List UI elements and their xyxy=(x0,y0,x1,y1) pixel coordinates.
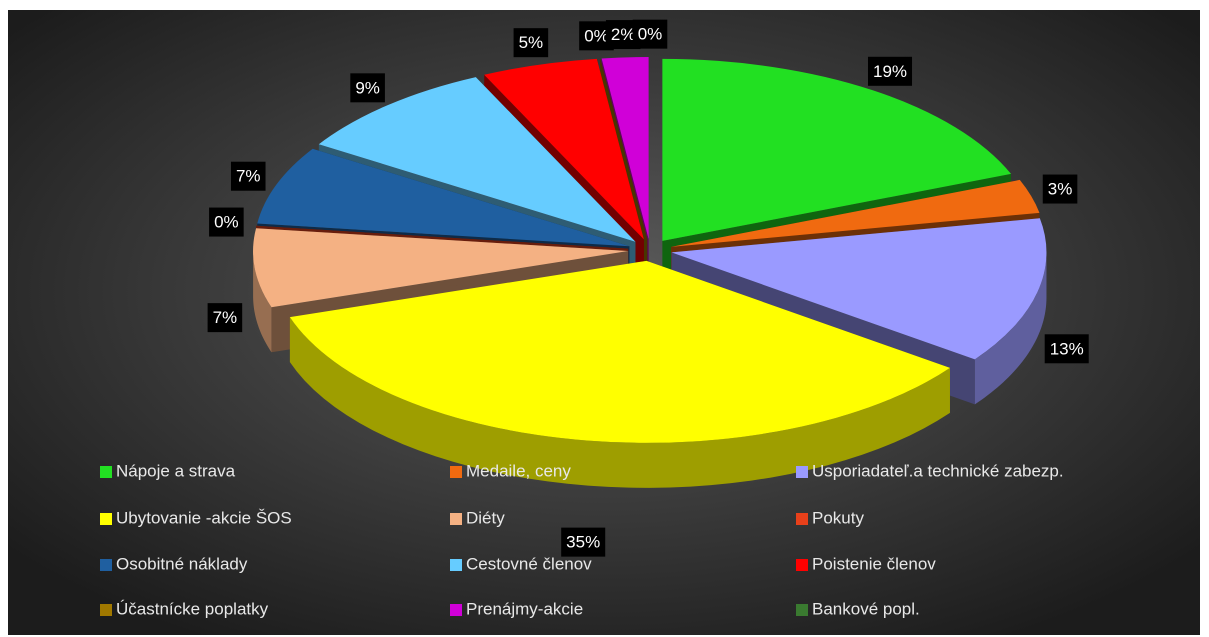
legend-swatch xyxy=(100,513,112,525)
legend-swatch xyxy=(100,604,112,616)
slice-top xyxy=(600,58,648,240)
legend-swatch xyxy=(100,559,112,571)
legend-swatch xyxy=(450,559,462,571)
data-label: 5% xyxy=(519,33,544,52)
data-label-box xyxy=(350,73,385,103)
legend-label: Prenájmy-akcie xyxy=(466,599,583,618)
legend-label: Cestovné členov xyxy=(466,554,592,573)
data-label: 3% xyxy=(1048,180,1073,199)
data-label-box xyxy=(867,56,913,86)
legend-swatch xyxy=(796,604,808,616)
data-labels: 19%3%13%35%7%0%7%9%5% 0% 2% 0% xyxy=(207,19,1089,557)
slice xyxy=(289,260,950,488)
data-label: 7% xyxy=(236,167,261,186)
slice-top xyxy=(671,218,1047,360)
pie xyxy=(253,57,1047,488)
slice-top xyxy=(289,260,950,443)
legend-swatch xyxy=(450,604,462,616)
data-label: 2% xyxy=(611,25,636,44)
data-label-box xyxy=(207,303,243,333)
data-label: 19% xyxy=(873,62,907,81)
legend-swatch xyxy=(450,513,462,525)
legend-label: Pokuty xyxy=(812,508,864,527)
slice-wall xyxy=(974,252,1047,405)
legend-swatch xyxy=(796,466,808,478)
slice-top xyxy=(256,225,629,249)
legend-label: Poistenie členov xyxy=(812,554,936,573)
data-label-box xyxy=(561,527,606,557)
legend-label: Osobitné náklady xyxy=(116,554,248,573)
data-label-box xyxy=(230,161,266,191)
data-label: 13% xyxy=(1050,339,1084,358)
data-label: 0% xyxy=(584,26,609,45)
legend: Nápoje a strava Medaile, ceny Usporiadateľ… xyxy=(100,461,1064,618)
data-label-box xyxy=(1044,334,1089,364)
data-label-box xyxy=(632,19,668,49)
slice-top xyxy=(671,179,1040,247)
legend-swatch xyxy=(450,466,462,478)
data-label: 9% xyxy=(355,78,380,97)
data-label: 0% xyxy=(214,213,239,232)
data-label-box xyxy=(1042,174,1078,204)
legend-label: Medaile, ceny xyxy=(466,461,571,480)
slice-wall xyxy=(289,317,950,488)
legend-label: Nápoje a strava xyxy=(116,461,236,480)
data-label: 7% xyxy=(213,308,238,327)
legend-label: Účastnícke poplatky xyxy=(116,599,269,618)
slice-top xyxy=(253,228,629,308)
slice-wall xyxy=(253,251,272,353)
legend-label: Bankové popl. xyxy=(812,599,920,618)
data-label: 0% xyxy=(638,25,663,44)
slice-top xyxy=(662,58,1012,241)
slice-top xyxy=(601,57,649,240)
legend-label: Ubytovanie -akcie ŠOS xyxy=(116,508,292,527)
legend-swatch xyxy=(100,466,112,478)
legend-swatch xyxy=(796,559,808,571)
data-label-box xyxy=(513,28,549,58)
data-label: 35% xyxy=(566,533,600,552)
slice-top xyxy=(257,148,630,247)
data-label-box xyxy=(209,207,244,237)
legend-label: Usporiadateľ.a technické zabezp. xyxy=(812,461,1064,480)
slice-top xyxy=(484,58,644,240)
slice-top xyxy=(318,77,636,242)
legend-swatch xyxy=(796,513,808,525)
legend-label: Diéty xyxy=(466,508,505,527)
